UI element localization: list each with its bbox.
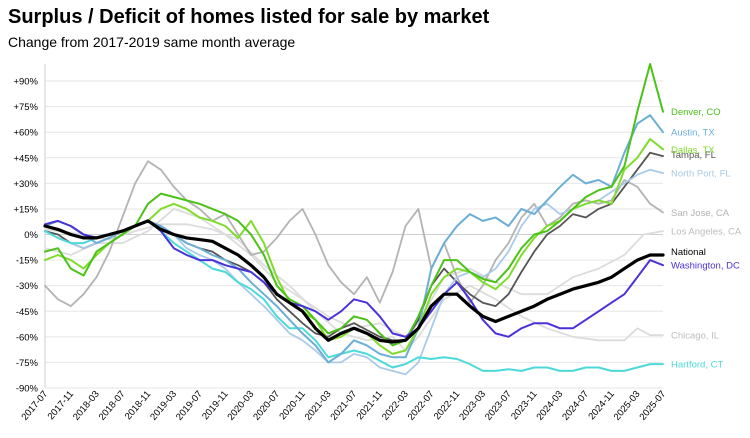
x-tick-label: 2019-03: [148, 389, 179, 423]
series-line-hartford-ct: [44, 219, 664, 372]
x-tick-label: 2024-07: [560, 389, 591, 423]
y-tick-label: +45%: [13, 153, 38, 164]
series-line-tampa-fl: [44, 151, 664, 342]
x-tick-label: 2023-03: [457, 389, 488, 423]
y-axis-ticks: -90% -75% -60% -45% -30% -15% 0% +15% +30% +45% +6…: [13, 77, 38, 395]
series-label: National: [671, 247, 706, 258]
y-tick-label: +60%: [13, 128, 38, 139]
series-line-denver-co: [44, 63, 664, 347]
y-tick-label: +90%: [13, 77, 38, 88]
series-line-dallas-tx: [44, 138, 664, 355]
x-tick-label: 2022-03: [380, 389, 411, 423]
chart-subtitle: Change from 2017-2019 same month average: [8, 34, 296, 50]
series-label: Chicago, IL: [671, 331, 719, 342]
y-tick-label: -75%: [16, 358, 39, 369]
series-label: Denver, CO: [671, 107, 721, 118]
x-tick-label: 2019-07: [174, 389, 205, 423]
x-axis-ticks: 2017-072017-112018-032018-072018-112019-…: [19, 389, 668, 423]
y-tick-label: -45%: [16, 307, 39, 318]
series-line-north-port-fl: [44, 168, 664, 376]
series-line-national: [43, 219, 665, 344]
x-tick-label: 2021-07: [328, 389, 359, 423]
series-line-los-angeles-ca: [44, 208, 664, 338]
x-tick-label: 2021-03: [303, 389, 334, 423]
series-label: Washington, DC: [671, 261, 740, 272]
series-label: North Port, FL: [671, 169, 731, 180]
x-tick-label: 2025-03: [612, 389, 643, 423]
y-tick-label: 0%: [24, 230, 38, 241]
y-tick-label: +75%: [13, 102, 38, 113]
series-label: Austin, TX: [671, 128, 715, 139]
series-line-san-jose-ca: [44, 160, 664, 307]
y-tick-label: +15%: [13, 204, 38, 215]
series-label: San Jose, CA: [671, 208, 730, 219]
x-tick-label: 2018-07: [97, 389, 128, 423]
series-label: Los Angeles, CA: [671, 227, 742, 238]
x-tick-label: 2020-03: [225, 389, 256, 423]
gridlines: [44, 64, 663, 389]
x-tick-label: 2020-07: [251, 389, 282, 423]
y-tick-label: -30%: [16, 281, 39, 292]
x-tick-label: 2025-07: [637, 389, 668, 423]
x-tick-label: 2022-07: [406, 389, 437, 423]
series-labels: Chicago, IL Los Angeles, CA San Jose, CA Ta…: [671, 107, 742, 370]
y-tick-label: +30%: [13, 179, 38, 190]
series-lines: [43, 63, 665, 376]
x-tick-label: 2024-03: [534, 389, 565, 423]
y-tick-label: -15%: [16, 256, 39, 267]
chart-title: Surplus / Deficit of homes listed for sa…: [8, 6, 490, 28]
series-label: Dallas, TX: [671, 145, 715, 156]
y-tick-label: -60%: [16, 332, 39, 343]
x-tick-label: 2018-03: [71, 389, 102, 423]
series-line-austin-tx: [44, 114, 664, 364]
series-label: Hartford, CT: [671, 360, 723, 371]
y-tick-label: -90%: [16, 384, 39, 395]
x-tick-label: 2023-07: [483, 389, 514, 423]
series-line-chicago-il: [44, 223, 664, 352]
series-label: Tampa, FL: [671, 150, 716, 161]
